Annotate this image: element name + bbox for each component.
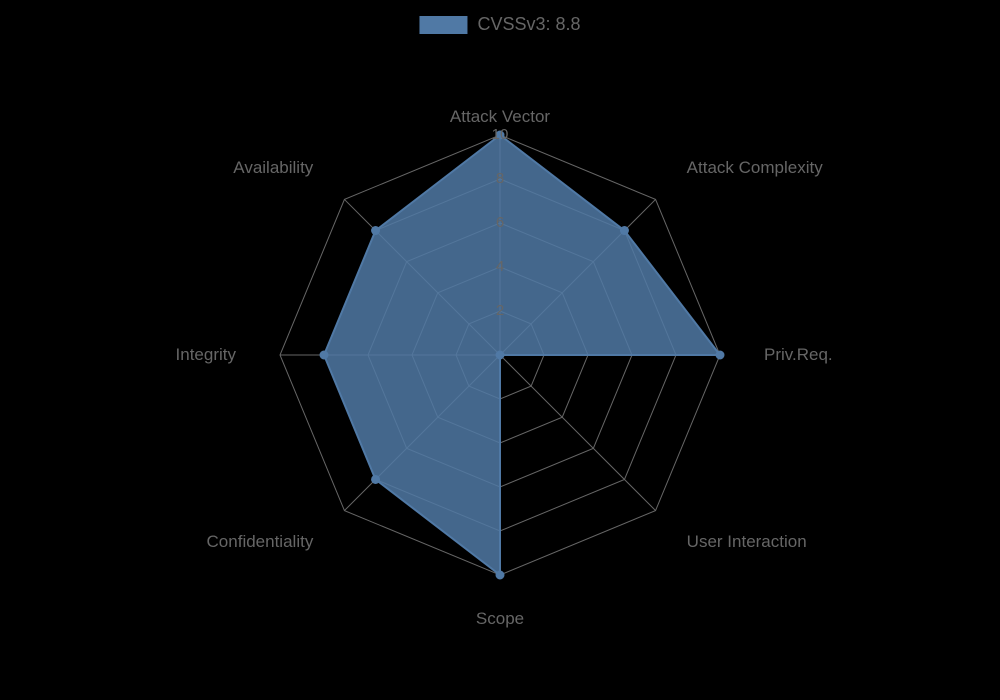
axis-label: User Interaction [687, 532, 807, 552]
axis-label: Attack Vector [450, 107, 550, 127]
axis-label: Integrity [176, 345, 236, 365]
svg-text:10: 10 [492, 126, 509, 143]
axis-label: Priv.Req. [764, 345, 833, 365]
axis-label: Confidentiality [207, 532, 314, 552]
svg-text:2: 2 [496, 302, 504, 319]
svg-text:4: 4 [496, 258, 504, 275]
axis-label: Scope [476, 609, 524, 629]
radar-chart-container: CVSSv3: 8.8 246810 Attack VectorAttack C… [0, 0, 1000, 700]
axis-label: Availability [233, 158, 313, 178]
svg-text:6: 6 [496, 214, 504, 231]
radar-chart-svg: 2 4 6 8 10 [0, 0, 1000, 700]
axis-label: Attack Complexity [687, 158, 823, 178]
svg-text:8: 8 [496, 170, 504, 187]
